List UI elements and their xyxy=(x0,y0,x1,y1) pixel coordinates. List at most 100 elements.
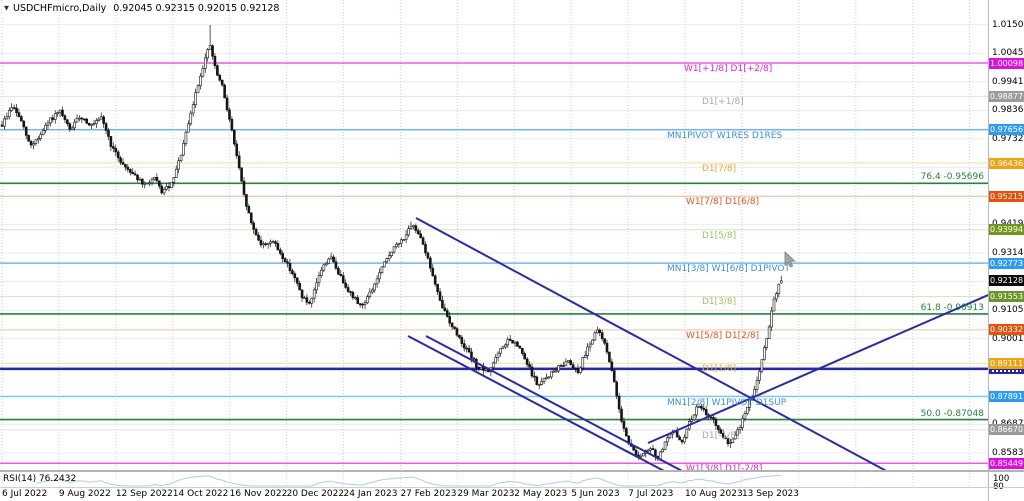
date-label: 24 Jan 2023 xyxy=(343,489,398,499)
candle-body xyxy=(225,97,229,111)
candle-body xyxy=(479,366,483,370)
candle-body xyxy=(767,326,771,340)
candle-body xyxy=(51,117,55,120)
candle-body xyxy=(82,118,86,121)
candle-body xyxy=(646,449,650,452)
candle-body xyxy=(189,112,193,125)
candle-body xyxy=(191,104,195,114)
candle-body xyxy=(20,116,23,122)
candle-body xyxy=(351,291,355,298)
candle-body xyxy=(264,243,268,246)
candle-body xyxy=(78,117,81,120)
candle-body xyxy=(733,434,737,440)
candle-body xyxy=(278,249,282,254)
candle-body xyxy=(53,113,57,120)
level-label: D1[+1/8] xyxy=(702,97,744,108)
candle-body xyxy=(337,267,340,275)
candle-body xyxy=(603,338,606,344)
date-axis[interactable]: 6 Jul 2022 9 Aug 2022 12 Sep 2022 14 Oct 20… xyxy=(0,488,988,501)
candle-body xyxy=(201,68,205,77)
candle-body xyxy=(206,49,209,59)
symbol-dropdown-icon[interactable]: ▼ xyxy=(4,4,9,12)
trendline[interactable] xyxy=(415,217,892,470)
trendline[interactable] xyxy=(407,335,666,470)
candle-body xyxy=(39,134,43,139)
candle-body xyxy=(339,274,343,276)
candle-body xyxy=(220,79,224,86)
candle-body xyxy=(68,123,72,130)
candle-body xyxy=(208,45,212,50)
pane-splitter[interactable] xyxy=(0,470,1024,472)
level-label: MN1[2/8] W1PIVOT D1SUP xyxy=(667,397,787,408)
candle-body xyxy=(366,296,369,304)
candle-body xyxy=(719,429,723,434)
candle-body xyxy=(409,225,413,230)
price-tick: 0.85830 xyxy=(992,447,1024,458)
candle-body xyxy=(95,120,98,124)
candle-body xyxy=(499,348,502,354)
candle-body xyxy=(247,206,251,214)
candle-body xyxy=(717,425,720,430)
candle-body xyxy=(576,368,580,373)
candle-body xyxy=(145,182,149,185)
candle-body xyxy=(554,370,558,373)
candle-body xyxy=(107,130,110,137)
candle-body xyxy=(571,364,575,369)
candle-body xyxy=(179,154,183,161)
candle-body xyxy=(535,376,539,385)
candle-body xyxy=(387,255,391,260)
candle-body xyxy=(518,346,522,349)
candle-body xyxy=(283,258,287,263)
rsi-pane[interactable]: RSI(14) 76.2432 xyxy=(0,470,988,487)
candle-body xyxy=(431,267,435,277)
price-chart-pane[interactable]: W1[+1/8] D1[+2/8] D1[+1/8] MN1PIVOT W1RES … xyxy=(0,0,988,470)
candle-body xyxy=(586,346,589,356)
rsi-line xyxy=(35,475,782,487)
candles-canvas xyxy=(0,24,988,470)
candle-body xyxy=(404,234,408,240)
candle-body xyxy=(741,418,744,428)
candle-body xyxy=(680,439,684,443)
candle-body xyxy=(298,282,301,291)
level-label: W1[3/8] D1[-2/8] xyxy=(686,464,763,470)
candle-body xyxy=(141,178,144,185)
candle-body xyxy=(266,242,270,245)
candle-body xyxy=(634,449,638,456)
candle-body xyxy=(112,146,115,149)
candle-body xyxy=(557,365,560,372)
candle-body xyxy=(438,291,442,301)
candle-body xyxy=(470,351,473,359)
date-label: 10 Aug 2023 xyxy=(685,489,743,499)
candle-body xyxy=(121,162,125,165)
candle-body xyxy=(257,234,260,241)
candle-body xyxy=(494,356,497,364)
candle-body xyxy=(390,251,393,256)
candle-body xyxy=(726,438,730,445)
date-label: 27 Feb 2023 xyxy=(400,489,457,499)
candle-body xyxy=(303,297,306,300)
candle-body xyxy=(368,291,372,297)
candle-body xyxy=(484,368,488,371)
candle-body xyxy=(600,332,604,339)
candle-body xyxy=(218,74,222,81)
candle-body xyxy=(46,122,50,126)
candle-body xyxy=(547,376,551,379)
candle-body xyxy=(467,347,471,353)
candle-body xyxy=(213,55,217,66)
candle-body xyxy=(269,241,272,244)
level-label: W1[7/8] D1[6/8] xyxy=(686,197,760,208)
level-label: MN1PIVOT W1RES D1RES xyxy=(667,130,783,141)
candle-body xyxy=(765,338,769,348)
candle-body xyxy=(617,395,621,410)
candle-body xyxy=(24,126,28,136)
fib-level-label: 61.8 -0.90913 xyxy=(920,302,984,313)
candle-body xyxy=(654,449,657,457)
candle-body xyxy=(370,289,374,293)
price-axis[interactable]: 1.00098 0.98877 0.97656 0.96436 0.95215 0.939… xyxy=(988,0,1024,501)
candle-body xyxy=(520,347,524,354)
trendline[interactable] xyxy=(647,286,988,444)
candle-body xyxy=(579,367,582,373)
trendline[interactable] xyxy=(425,335,684,470)
price-badge xyxy=(989,363,1024,375)
